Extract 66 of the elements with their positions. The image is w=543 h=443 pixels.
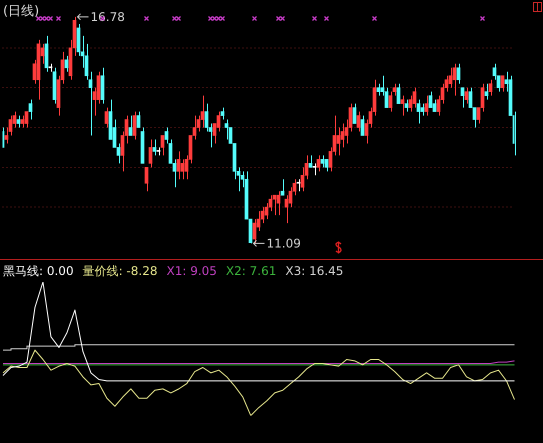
candlestick <box>388 91 392 112</box>
candlestick <box>396 83 400 104</box>
candlestick <box>500 75 504 92</box>
candlestick <box>152 138 156 156</box>
annotation: 16.78 <box>90 10 125 24</box>
candlestick <box>200 95 204 128</box>
candlestick <box>320 154 324 168</box>
candlestick <box>312 162 316 176</box>
candlestick <box>204 103 208 132</box>
candlestick <box>20 115 24 128</box>
candlestick <box>280 178 284 196</box>
candlestick <box>104 107 108 128</box>
candlestick <box>352 103 356 124</box>
candlestick <box>324 158 328 172</box>
candlestick <box>88 71 92 136</box>
candlestick <box>316 154 320 172</box>
candlestick <box>412 87 416 108</box>
candlestick <box>308 154 312 168</box>
candlestick <box>132 111 136 140</box>
candlestick <box>136 111 140 128</box>
candlestick <box>160 134 164 156</box>
candlestick <box>460 87 464 108</box>
candlestick <box>24 111 28 128</box>
candlestick <box>488 79 492 96</box>
text: X3: 16.45 <box>285 264 344 278</box>
text: 量价线: -8.28 <box>82 264 158 278</box>
series-label: 黑马线: 0.00 <box>3 264 74 278</box>
candlestick <box>216 111 220 132</box>
candlestick <box>448 67 452 88</box>
candlestick <box>264 202 268 220</box>
candlestick <box>176 150 180 180</box>
candlestick <box>400 95 404 116</box>
candlestick <box>432 99 436 112</box>
candlestick <box>224 119 228 140</box>
candlestick <box>144 166 148 192</box>
candlestick <box>356 111 360 132</box>
candlestick <box>64 55 68 72</box>
candlestick <box>336 127 340 156</box>
candlestick <box>428 91 432 108</box>
candlestick <box>452 63 456 96</box>
candlestick <box>376 83 380 96</box>
candlestick <box>424 95 428 116</box>
candlestick <box>148 138 152 168</box>
text: X1: 9.05 <box>166 264 217 278</box>
chart-title: (日线) <box>3 3 40 20</box>
candlestick <box>416 99 420 124</box>
candlestick <box>252 218 256 244</box>
candlestick <box>484 83 488 100</box>
candlestick <box>28 99 32 120</box>
candlestick <box>404 99 408 112</box>
text: X2: 7.61 <box>226 264 276 278</box>
candlestick <box>408 95 412 112</box>
candlestick <box>180 158 184 180</box>
candlestick <box>360 115 364 136</box>
candlestick <box>128 115 132 136</box>
candlestick <box>220 107 224 120</box>
candlestick <box>296 178 300 192</box>
candlestick <box>284 194 288 224</box>
candlestick <box>300 166 304 192</box>
candlestick <box>420 103 424 116</box>
candlestick <box>272 194 276 216</box>
annotation: 11.09 <box>266 236 301 251</box>
candlestick <box>16 115 20 128</box>
candlestick <box>456 63 460 84</box>
candlestick <box>276 190 280 216</box>
candlestick <box>464 87 468 104</box>
